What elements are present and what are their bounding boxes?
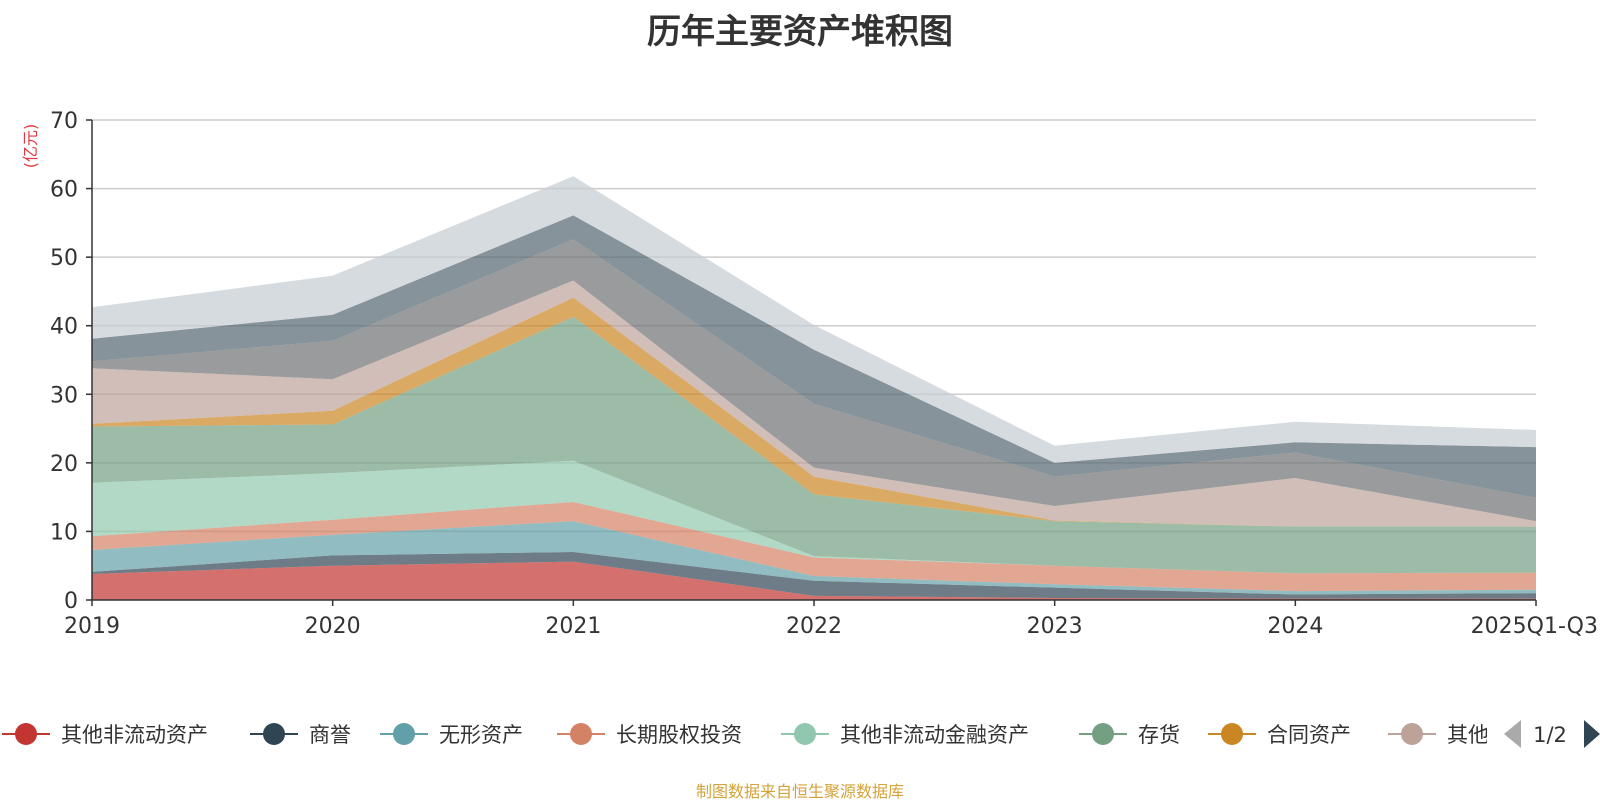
x-tick-label: 2019 — [64, 614, 120, 639]
data-source-note: 制图数据来自恒生聚源数据库 — [695, 782, 904, 801]
legend-pager-bg — [1487, 708, 1600, 764]
legend-item-2[interactable]: 商誉 — [250, 723, 351, 747]
legend-label: 其他 — [1447, 723, 1489, 747]
legend-item-4[interactable]: 长期股权投资 — [557, 723, 742, 747]
x-tick-label: 2022 — [786, 614, 842, 639]
legend-marker — [570, 723, 592, 745]
legend-item-7[interactable]: 合同资产 — [1208, 723, 1351, 747]
legend[interactable]: 其他非流动资产 商誉 无形资产 长期股权投资 其他非流动金融资产 存货 合同资产 其他 1/2 — [2, 708, 1600, 764]
legend-marker — [1092, 723, 1114, 745]
legend-item-8[interactable]: 其他 — [1388, 723, 1489, 747]
x-tick-label: 2025Q1-Q3 — [1471, 614, 1598, 639]
x-tick-label: 2024 — [1267, 614, 1323, 639]
y-tick-label: 50 — [50, 246, 78, 271]
area-series-2[interactable] — [92, 552, 1536, 599]
y-axis-unit: (亿元) — [21, 124, 40, 169]
legend-label: 无形资产 — [439, 723, 523, 747]
area-series-7[interactable] — [92, 297, 1536, 527]
legend-page-indicator: 1/2 — [1533, 723, 1567, 747]
area-series-8[interactable] — [92, 280, 1536, 527]
x-tick-label: 2021 — [545, 614, 601, 639]
legend-marker — [393, 723, 415, 745]
y-tick-label: 10 — [50, 520, 78, 545]
area-series-11[interactable] — [92, 176, 1536, 463]
chart-title: 历年主要资产堆积图 — [647, 12, 953, 52]
legend-marker — [15, 723, 37, 745]
area-series-5[interactable] — [92, 460, 1536, 574]
legend-marker — [1221, 723, 1243, 745]
y-tick-label: 60 — [50, 178, 78, 203]
legend-marker — [263, 723, 285, 745]
y-tick-label: 30 — [50, 383, 78, 408]
legend-label: 长期股权投资 — [616, 723, 742, 747]
legend-marker — [794, 723, 816, 745]
area-series-10[interactable] — [92, 215, 1536, 498]
legend-label: 其他非流动资产 — [61, 723, 208, 747]
y-tick-label: 70 — [50, 109, 78, 134]
legend-label: 商誉 — [309, 723, 351, 747]
area-series[interactable] — [92, 176, 1536, 600]
legend-item-6[interactable]: 存货 — [1079, 723, 1180, 747]
legend-prev-icon[interactable] — [1504, 720, 1521, 748]
legend-label: 存货 — [1138, 723, 1180, 747]
legend-label: 其他非流动金融资产 — [840, 723, 1029, 747]
legend-marker — [1401, 723, 1423, 745]
x-tick-label: 2023 — [1027, 614, 1083, 639]
legend-next-icon[interactable] — [1584, 720, 1600, 748]
axes: 0 10 20 30 40 50 60 70 (亿元) 2019 2020 2021 2022 2023 2… — [21, 109, 1598, 639]
legend-item-5[interactable]: 其他非流动金融资产 — [781, 723, 1029, 747]
legend-item-1[interactable]: 其他非流动资产 — [2, 723, 208, 747]
area-series-3[interactable] — [92, 521, 1536, 595]
y-tick-label: 0 — [64, 589, 78, 614]
x-tick-label: 2020 — [305, 614, 361, 639]
area-series-6[interactable] — [92, 316, 1536, 574]
y-tick-label: 40 — [50, 315, 78, 340]
area-series-9[interactable] — [92, 239, 1536, 522]
y-tick-label: 20 — [50, 452, 78, 477]
legend-label: 合同资产 — [1267, 723, 1351, 747]
legend-item-3[interactable]: 无形资产 — [380, 723, 523, 747]
area-series-4[interactable] — [92, 501, 1536, 592]
area-series-1[interactable] — [92, 561, 1536, 600]
